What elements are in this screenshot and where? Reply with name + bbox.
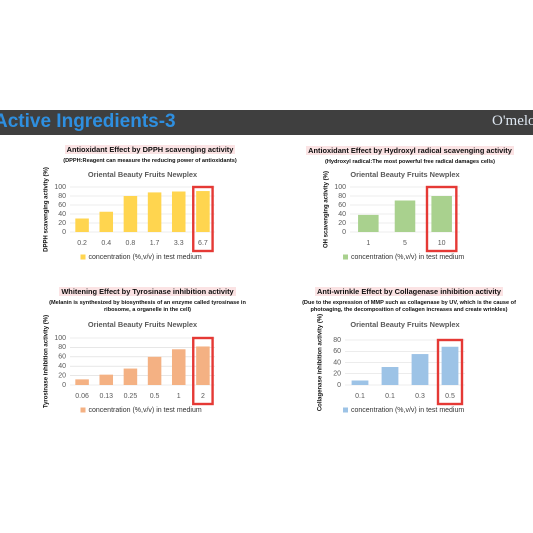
x-tick-label: 1.7 <box>150 240 160 247</box>
highlight-box <box>436 338 464 406</box>
highlight-box <box>192 336 214 406</box>
x-tick-label: 0.13 <box>99 393 113 400</box>
y-tick-label: 80 <box>338 193 346 200</box>
y-axis-label: Collagenase inhibition activity (%) <box>318 314 324 411</box>
chart-heading-block: Anti-wrinkle Effect by Collagenase inhib… <box>298 281 520 315</box>
legend-label: concentration (%,v/v) in test medium <box>351 407 464 414</box>
legend-swatch <box>80 254 86 260</box>
x-tick-label: 3.3 <box>174 240 184 247</box>
bar <box>171 191 186 232</box>
chart-heading-block: Whitening Effect by Tyrosinase inhibitio… <box>40 281 255 315</box>
logo: O'melo <box>492 113 533 129</box>
y-tick-label: 40 <box>58 363 66 370</box>
y-axis-label: Tyrosinase inhibition activity (%) <box>44 315 50 408</box>
bar <box>171 349 186 385</box>
chart-heading: Whitening Effect by Tyrosinase inhibitio… <box>59 287 236 296</box>
chart-heading-block: Antioxidant Effect by DPPH scavenging ac… <box>30 139 270 165</box>
slide-title: Active Ingredients-3 <box>0 111 176 132</box>
bar <box>75 379 89 385</box>
highlight-box <box>425 185 458 253</box>
bar <box>358 214 379 232</box>
chart-heading-block: Antioxidant Effect by Hydroxyl radical s… <box>290 140 530 166</box>
chart-heading: Anti-wrinkle Effect by Collagenase inhib… <box>315 287 503 296</box>
x-tick-label: 0.1 <box>355 393 365 400</box>
y-tick-label: 20 <box>333 371 341 378</box>
y-tick-label: 40 <box>333 359 341 366</box>
chart-subheading: (DPPH:Reagent can measure the reducing p… <box>63 158 237 164</box>
legend-swatch <box>343 407 348 413</box>
y-tick-label: 40 <box>58 211 66 218</box>
bar <box>381 367 399 385</box>
x-tick-label: 0.5 <box>150 393 160 400</box>
bar <box>196 191 210 232</box>
bar <box>99 211 114 232</box>
chart-title: Oriental Beauty Fruits Newplex <box>88 170 198 179</box>
x-tick-label: 0.06 <box>75 393 89 400</box>
x-tick-label: 0.3 <box>415 393 425 400</box>
legend-label: concentration (%,v/v) in test medium <box>89 407 202 414</box>
bar <box>196 346 210 385</box>
y-tick-label: 100 <box>54 184 66 191</box>
chart-heading: Antioxidant Effect by DPPH scavenging ac… <box>64 145 236 154</box>
x-tick-label: 6.7 <box>198 240 208 247</box>
y-tick-label: 0 <box>337 382 341 389</box>
y-tick-label: 60 <box>338 202 346 209</box>
y-tick-label: 80 <box>58 344 66 351</box>
x-tick-label: 0.25 <box>124 393 138 400</box>
y-tick-label: 0 <box>62 382 66 389</box>
bar <box>99 374 114 385</box>
highlight-box <box>192 185 214 253</box>
bar <box>394 200 416 232</box>
x-tick-label: 1 <box>177 393 181 400</box>
bar <box>431 196 452 232</box>
y-axis-label: OH scavenging activity (%) <box>324 171 330 248</box>
y-tick-label: 60 <box>333 348 341 355</box>
x-tick-label: 0.2 <box>77 240 87 247</box>
x-tick-label: 0.1 <box>385 393 395 400</box>
legend-label: concentration (%,v/v) in test medium <box>89 254 202 261</box>
bar <box>147 356 162 385</box>
y-tick-label: 20 <box>58 372 66 379</box>
bar <box>123 368 138 385</box>
bar <box>411 354 429 385</box>
chart-subheading: (Melanin is synthesized by biosynthesis … <box>49 300 246 314</box>
y-tick-label: 100 <box>334 184 346 191</box>
legend-swatch <box>343 254 348 260</box>
y-axis-label: DPPH scavenging activity (%) <box>44 167 50 252</box>
y-tick-label: 20 <box>58 220 66 227</box>
chart-subheading: (Hydroxyl radical:The most powerful free… <box>324 159 496 165</box>
header-bar <box>0 110 533 135</box>
x-tick-label: 2 <box>201 393 205 400</box>
chart-subheading: (Due to the expression of MMP such as co… <box>302 300 516 314</box>
legend-label: concentration (%,v/v) in test medium <box>351 254 464 261</box>
chart-heading: Antioxidant Effect by Hydroxyl radical s… <box>306 146 514 155</box>
x-tick-label: 1 <box>366 240 370 247</box>
x-tick-label: 0.8 <box>126 240 136 247</box>
bar <box>147 192 162 232</box>
x-tick-label: 0.4 <box>101 240 111 247</box>
x-tick-label: 5 <box>403 240 407 247</box>
y-tick-label: 100 <box>54 335 66 342</box>
y-tick-label: 80 <box>333 337 341 344</box>
y-tick-label: 60 <box>58 354 66 361</box>
legend-swatch <box>80 407 86 413</box>
chart-title: Oriental Beauty Fruits Newplex <box>350 320 460 329</box>
y-tick-label: 0 <box>62 229 66 236</box>
x-tick-label: 10 <box>438 240 446 247</box>
y-tick-label: 80 <box>58 193 66 200</box>
y-tick-label: 40 <box>338 211 346 218</box>
y-tick-label: 0 <box>342 229 346 236</box>
y-tick-label: 20 <box>338 220 346 227</box>
bar <box>441 346 459 385</box>
bar <box>75 218 89 232</box>
chart-title: Oriental Beauty Fruits Newplex <box>88 320 198 329</box>
bar <box>351 380 369 385</box>
y-tick-label: 60 <box>58 202 66 209</box>
chart-title: Oriental Beauty Fruits Newplex <box>350 170 460 179</box>
bar <box>123 196 138 232</box>
x-tick-label: 0.5 <box>445 393 455 400</box>
